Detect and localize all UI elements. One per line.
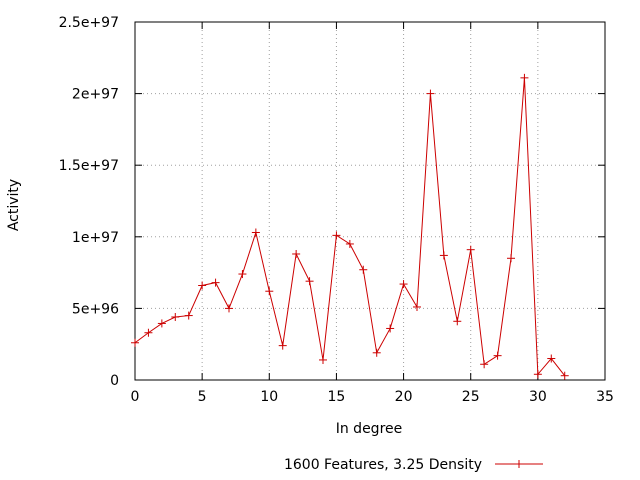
y-tick-label: 2.5e+97 bbox=[59, 15, 119, 31]
y-tick-label: 5e+96 bbox=[72, 301, 119, 317]
x-tick-label: 20 bbox=[395, 389, 413, 405]
data-point bbox=[238, 270, 247, 279]
legend: 1600 Features, 3.25 Density bbox=[284, 457, 543, 473]
data-point bbox=[319, 355, 327, 364]
y-tick-label: 2e+97 bbox=[72, 87, 119, 103]
series-line-1 bbox=[134, 77, 566, 377]
data-point bbox=[171, 312, 180, 321]
plot-border bbox=[134, 21, 606, 381]
data-point bbox=[413, 302, 421, 311]
data-point bbox=[305, 277, 314, 286]
data-point bbox=[453, 317, 462, 326]
data-point bbox=[520, 73, 529, 82]
data-point bbox=[144, 328, 153, 337]
data-point bbox=[211, 278, 220, 287]
plot-frame bbox=[134, 21, 606, 381]
data-point bbox=[359, 265, 368, 274]
axis-ticks: 0 5 10 15 20 25 30 35 0 5e+96 1e+97 1.5e+97 2e+97 2.5… bbox=[59, 15, 614, 405]
data-point bbox=[533, 370, 542, 379]
data-point bbox=[426, 89, 435, 98]
data-point bbox=[386, 324, 395, 333]
y-tick-label: 1e+97 bbox=[72, 230, 119, 246]
x-tick-label: 5 bbox=[198, 389, 207, 405]
data-point bbox=[507, 254, 515, 263]
data-point bbox=[332, 231, 341, 240]
x-tick-label: 0 bbox=[131, 389, 140, 405]
data-point bbox=[278, 341, 287, 350]
data-point bbox=[198, 281, 207, 290]
data-point bbox=[345, 239, 354, 248]
data-point bbox=[466, 245, 475, 254]
legend-sample-series-1 bbox=[495, 460, 543, 468]
data-point bbox=[225, 304, 233, 313]
grid-lines bbox=[135, 22, 605, 380]
data-point bbox=[560, 371, 569, 380]
x-tick-label: 25 bbox=[462, 389, 480, 405]
y-tick-label: 1.5e+97 bbox=[59, 158, 119, 174]
x-tick-label: 35 bbox=[596, 389, 614, 405]
data-point bbox=[292, 249, 301, 258]
data-point bbox=[547, 354, 556, 363]
data-point bbox=[493, 351, 502, 360]
y-axis-label: Activity bbox=[6, 179, 22, 231]
x-tick-label: 30 bbox=[529, 389, 547, 405]
series-layer bbox=[131, 73, 569, 380]
data-point bbox=[251, 228, 260, 237]
data-point bbox=[184, 311, 193, 320]
y-tick-label: 0 bbox=[110, 373, 119, 389]
data-point bbox=[439, 251, 448, 260]
data-point bbox=[399, 280, 408, 289]
legend-label-series-1: 1600 Features, 3.25 Density bbox=[284, 457, 482, 473]
x-tick-label: 15 bbox=[328, 389, 346, 405]
x-axis-label: In degree bbox=[336, 421, 403, 437]
x-tick-label: 10 bbox=[260, 389, 278, 405]
data-point bbox=[480, 360, 489, 369]
data-point bbox=[131, 338, 139, 347]
data-point bbox=[157, 319, 166, 328]
data-point bbox=[372, 348, 381, 357]
data-point bbox=[265, 287, 274, 296]
